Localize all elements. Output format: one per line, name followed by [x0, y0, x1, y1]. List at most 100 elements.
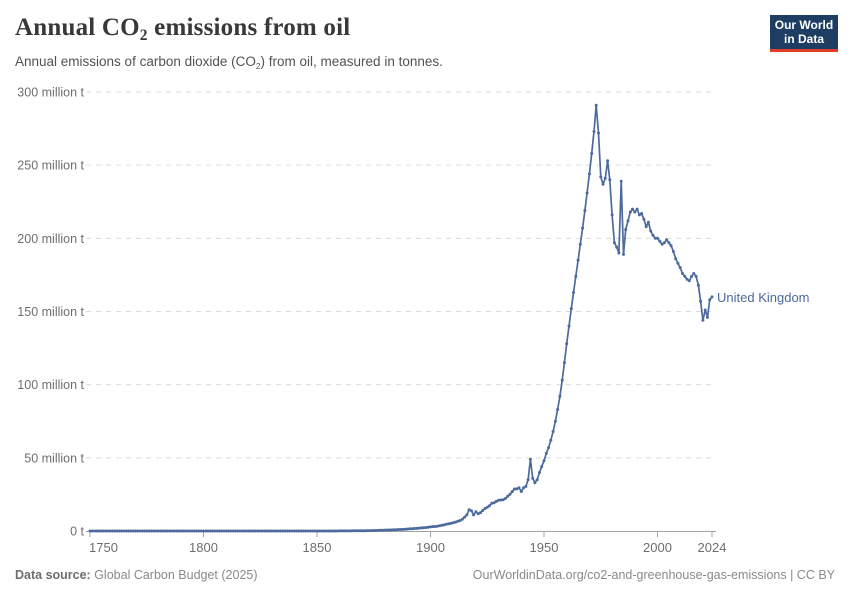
data-point	[281, 529, 285, 533]
data-point	[640, 212, 644, 215]
data-point	[642, 217, 646, 221]
data-point	[685, 277, 689, 281]
footer-citation-link[interactable]: OurWorldinData.org/co2-and-greenhouse-ga…	[472, 568, 835, 582]
data-point	[229, 529, 233, 533]
x-tick-label: 2000	[643, 540, 672, 555]
data-point	[120, 529, 124, 533]
owid-logo-line2: in Data	[783, 31, 824, 46]
data-point	[481, 509, 485, 512]
data-point	[115, 529, 119, 533]
data-point	[295, 529, 299, 533]
data-point	[122, 529, 126, 533]
data-point	[326, 529, 330, 533]
data-point	[143, 529, 146, 533]
x-tick-label: 1950	[530, 540, 559, 555]
series-line-united-kingdom[interactable]	[89, 104, 713, 532]
data-point	[102, 529, 106, 533]
data-point	[422, 526, 426, 530]
data-point	[335, 529, 339, 533]
data-point	[152, 529, 156, 533]
data-point	[365, 529, 369, 533]
data-point	[637, 213, 641, 217]
data-point	[415, 526, 419, 530]
data-point	[129, 529, 133, 533]
data-source-label: Data source:	[15, 568, 91, 582]
data-source: Data source: Global Carbon Budget (2025)	[15, 567, 258, 583]
data-point	[363, 529, 367, 533]
data-point	[242, 529, 246, 533]
data-point	[404, 527, 407, 531]
data-point	[606, 159, 610, 163]
data-point	[469, 509, 473, 513]
data-point	[669, 244, 673, 248]
data-point	[322, 529, 326, 533]
data-point	[340, 529, 344, 533]
data-point	[708, 298, 712, 302]
data-point	[270, 529, 274, 533]
data-point	[444, 522, 448, 526]
data-point	[97, 529, 101, 533]
data-point	[542, 459, 546, 463]
data-point	[267, 529, 271, 533]
data-point	[517, 486, 521, 490]
data-point	[547, 446, 551, 450]
data-point	[503, 497, 507, 500]
data-point	[245, 529, 249, 533]
data-point	[558, 394, 562, 398]
data-point	[665, 238, 669, 242]
data-point	[324, 529, 328, 533]
data-point	[197, 529, 201, 533]
data-point	[93, 529, 96, 533]
data-point	[392, 528, 396, 532]
data-point	[147, 529, 151, 533]
data-point	[687, 279, 691, 283]
data-point	[556, 408, 560, 411]
data-point	[617, 251, 621, 255]
data-point	[660, 242, 664, 246]
series-label-united-kingdom[interactable]: United Kingdom	[717, 290, 810, 305]
data-point	[553, 419, 557, 423]
data-point	[442, 523, 446, 527]
data-point	[603, 176, 607, 180]
data-point	[251, 529, 255, 533]
data-point	[202, 529, 205, 533]
data-point	[406, 527, 410, 531]
data-point	[308, 529, 312, 533]
data-point	[286, 529, 289, 533]
data-point	[168, 529, 171, 533]
data-point	[206, 529, 210, 533]
data-point	[283, 529, 287, 533]
data-point	[463, 515, 467, 519]
data-point	[356, 529, 360, 533]
owid-logo-line1: Our World	[774, 18, 834, 32]
data-point	[124, 529, 128, 533]
data-point	[399, 528, 403, 531]
owid-logo[interactable]: Our World in Data	[770, 15, 838, 52]
data-point	[417, 526, 421, 530]
data-point	[161, 529, 165, 533]
data-point	[544, 451, 548, 455]
chart-footer: Data source: Global Carbon Budget (2025)…	[0, 567, 850, 583]
data-point	[646, 220, 650, 224]
data-point	[113, 529, 117, 533]
data-point	[699, 299, 703, 303]
data-point	[172, 529, 176, 533]
data-point	[370, 529, 373, 533]
data-point	[635, 207, 639, 211]
data-point	[331, 529, 335, 533]
data-point	[329, 529, 333, 533]
data-point	[587, 172, 591, 176]
data-point	[435, 524, 439, 528]
data-point	[208, 529, 212, 533]
data-source-value: Global Carbon Budget (2025)	[90, 568, 258, 582]
y-tick-label: 200 million t	[17, 232, 84, 246]
data-point	[181, 529, 185, 533]
data-point	[524, 484, 528, 488]
data-point	[506, 494, 510, 498]
data-point	[247, 529, 251, 533]
data-point	[190, 529, 194, 533]
subtitle-text-rest: ) from oil, measured in tonnes.	[260, 54, 443, 69]
data-point	[490, 501, 494, 505]
data-point	[390, 528, 394, 532]
chart-subtitle: Annual emissions of carbon dioxide (CO2)…	[15, 53, 755, 72]
